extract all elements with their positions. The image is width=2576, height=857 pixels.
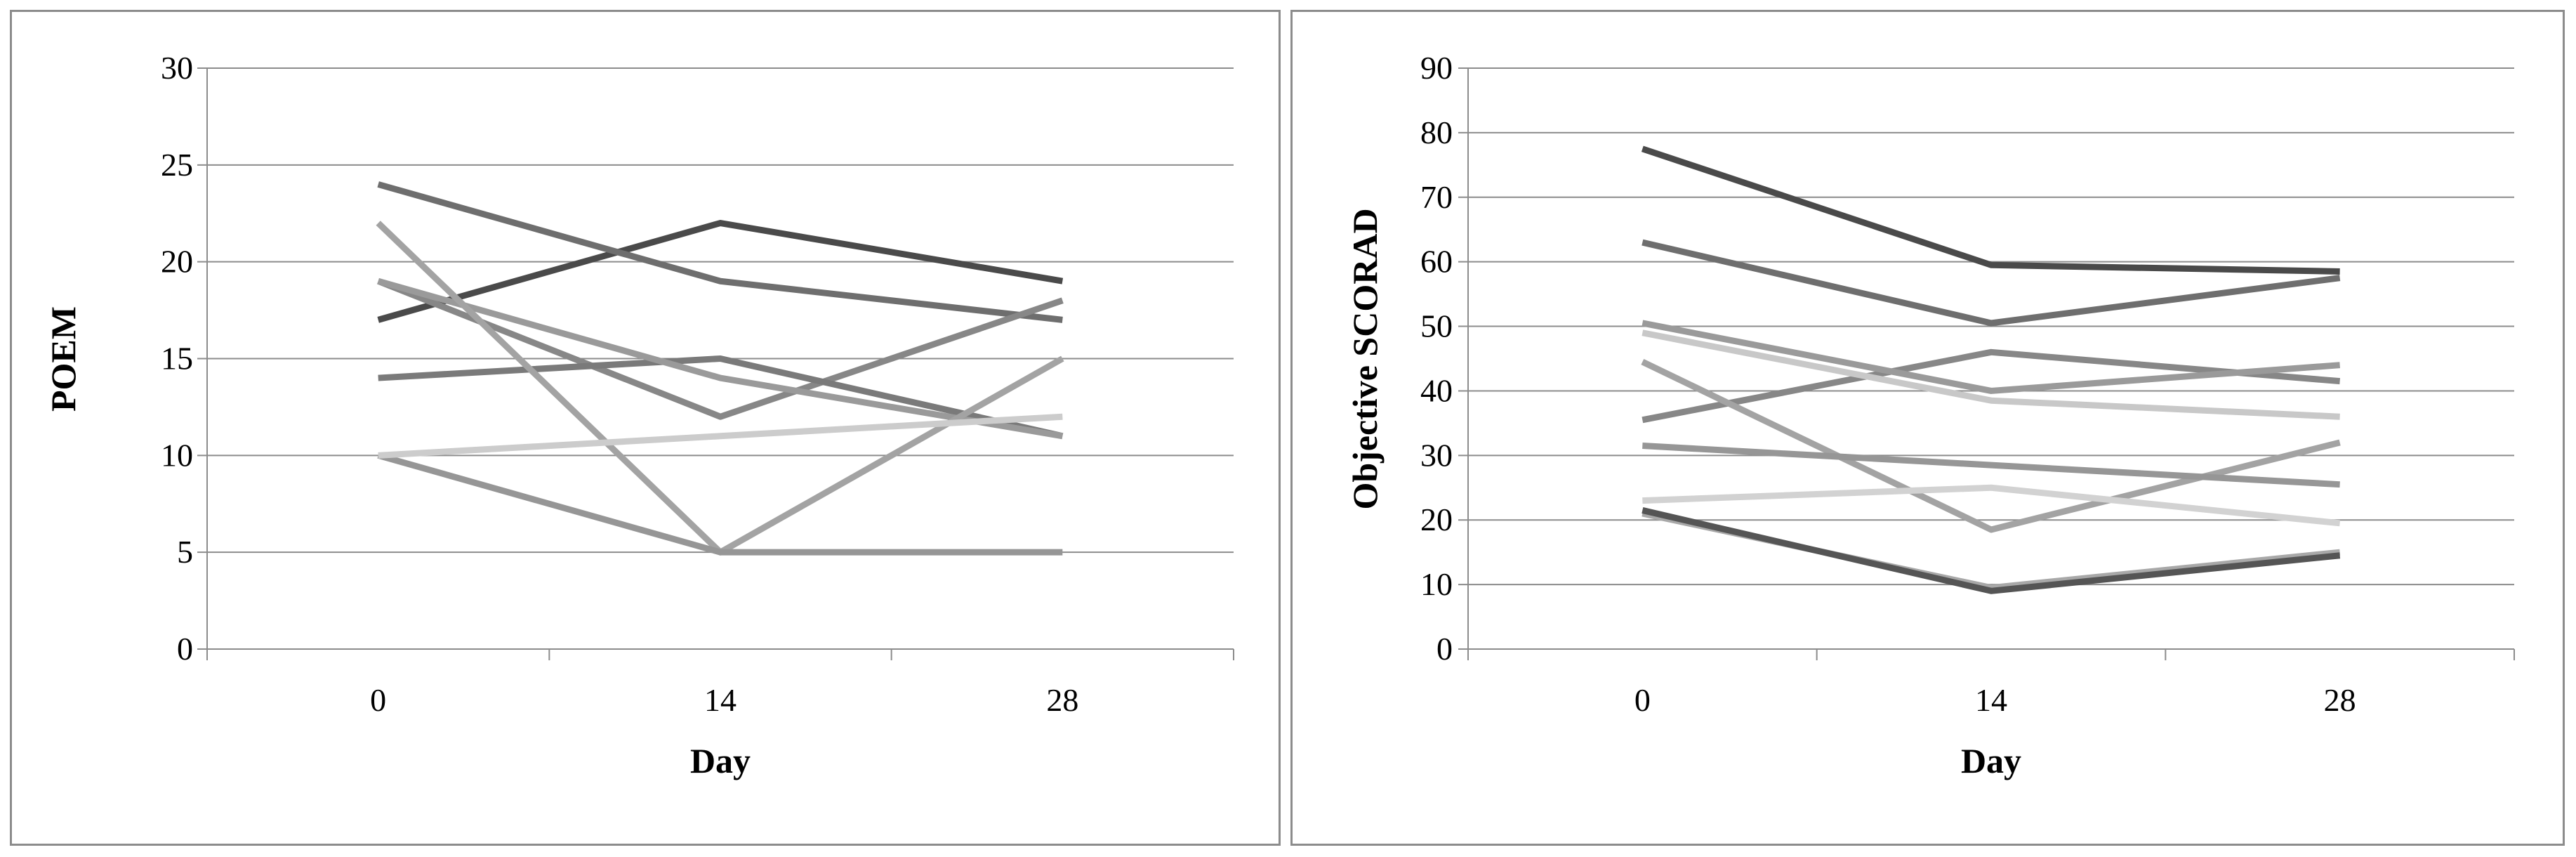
series-line-5 — [377, 277, 1064, 440]
series-line-1 — [377, 220, 1064, 323]
y-tick-label: 0 — [177, 631, 193, 667]
x-tick-label: 14 — [1975, 682, 2007, 718]
series-line-6 — [1641, 359, 2341, 533]
series-line-8 — [1642, 484, 2341, 527]
series-line-8 — [378, 413, 1063, 459]
series-line-6 — [376, 221, 1064, 556]
y-axis-title: Objective SCORAD — [1345, 208, 1385, 509]
y-tick-label: 90 — [1420, 50, 1453, 86]
y-tick-label: 60 — [1420, 244, 1453, 280]
scorad-chart-panel: 0 10 20 30 40 50 60 70 80 90 0 14 28 Day Objective SCO… — [1290, 10, 2565, 846]
x-axis-title: Day — [690, 741, 751, 780]
y-tick-label: 25 — [161, 147, 193, 183]
series-line-9 — [1642, 510, 2341, 591]
x-axis-title: Day — [1961, 741, 2021, 780]
x-tick-label: 28 — [2324, 682, 2356, 718]
series-line-2 — [377, 181, 1063, 323]
series-line-4 — [1642, 320, 2340, 394]
y-tick-label: 30 — [1420, 437, 1453, 473]
series-line-7 — [1642, 443, 2340, 488]
series-line-3 — [377, 278, 1064, 420]
y-tick-label: 10 — [1420, 566, 1453, 602]
series-line-2 — [1642, 239, 2341, 327]
poem-chart-panel: 0 5 10 15 20 25 30 0 14 28 Day POEM — [10, 10, 1281, 846]
y-axis-title: POEM — [44, 306, 83, 412]
y-tick-label: 15 — [161, 341, 193, 377]
series-line-10 — [1642, 507, 2341, 594]
y-tick-label: 20 — [161, 244, 193, 280]
x-tick-label: 0 — [370, 682, 386, 718]
y-tick-label: 20 — [1420, 502, 1453, 537]
x-tick-label: 14 — [704, 682, 737, 718]
y-tick-label: 0 — [1436, 631, 1453, 667]
y-tick-label: 80 — [1420, 115, 1453, 150]
y-tick-label: 50 — [1420, 308, 1453, 344]
y-tick-label: 40 — [1420, 372, 1453, 408]
y-tick-label: 10 — [161, 437, 193, 473]
series-line-5 — [1642, 329, 2340, 420]
x-tick-label: 0 — [1634, 682, 1651, 718]
series-line-7 — [377, 452, 1063, 556]
series-line-1 — [1641, 145, 2340, 275]
series-line-4 — [378, 355, 1064, 440]
scorad-chart: 0 10 20 30 40 50 60 70 80 90 0 14 28 Day Objective SCO… — [1345, 50, 2515, 780]
poem-chart: 0 5 10 15 20 25 30 0 14 28 Day POEM — [44, 50, 1234, 780]
y-tick-label: 5 — [177, 534, 193, 570]
x-tick-label: 28 — [1046, 682, 1078, 718]
y-tick-label: 30 — [161, 50, 193, 86]
y-tick-label: 70 — [1420, 179, 1453, 215]
